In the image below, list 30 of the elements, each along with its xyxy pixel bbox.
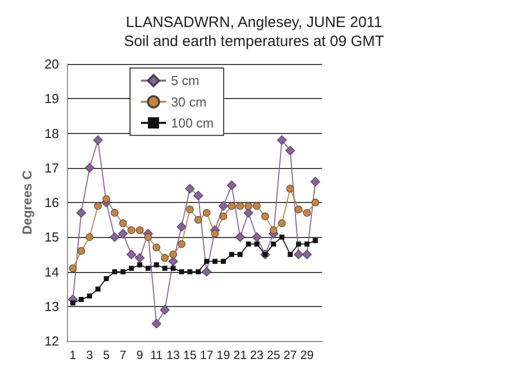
chart-subtitle: Soil and earth temperatures at 09 GMT <box>124 33 384 50</box>
y-tick-label: 17 <box>44 160 59 176</box>
x-tick-label: 25 <box>266 348 280 362</box>
x-tick-label: 19 <box>216 348 230 362</box>
legend-label: 5 cm <box>171 73 200 88</box>
y-tick-label: 14 <box>44 264 59 280</box>
chart-title: LLANSADWRN, Anglesey, JUNE 2011 <box>126 14 382 31</box>
x-tick-label: 9 <box>136 348 144 362</box>
x-tick-label: 5 <box>102 348 110 362</box>
x-tick-label: 1 <box>70 348 77 362</box>
x-tick-label: 11 <box>150 348 164 362</box>
y-tick-label: 12 <box>44 334 59 348</box>
x-tick-label: 23 <box>250 348 264 362</box>
y-axis-title: Degrees C <box>20 170 35 235</box>
x-tick-label: 3 <box>86 348 94 362</box>
x-tick-label: 29 <box>300 348 314 362</box>
legend-label: 30 cm <box>171 94 206 110</box>
y-tick-label: 13 <box>44 298 59 314</box>
y-tick-label: 15 <box>44 230 59 245</box>
x-tick-label: 13 <box>166 348 180 362</box>
x-tick-label: 7 <box>120 348 127 362</box>
x-tick-label: 27 <box>284 348 298 362</box>
y-tick-label: 19 <box>44 91 59 106</box>
y-tick-label: 18 <box>44 126 59 141</box>
y-tick-label: 16 <box>44 195 59 210</box>
x-tick-label: 15 <box>183 348 197 362</box>
y-tick-label: 20 <box>44 56 59 72</box>
x-tick-label: 17 <box>200 348 214 362</box>
legend-label: 100 cm <box>171 115 214 130</box>
x-tick-label: 21 <box>233 348 248 362</box>
